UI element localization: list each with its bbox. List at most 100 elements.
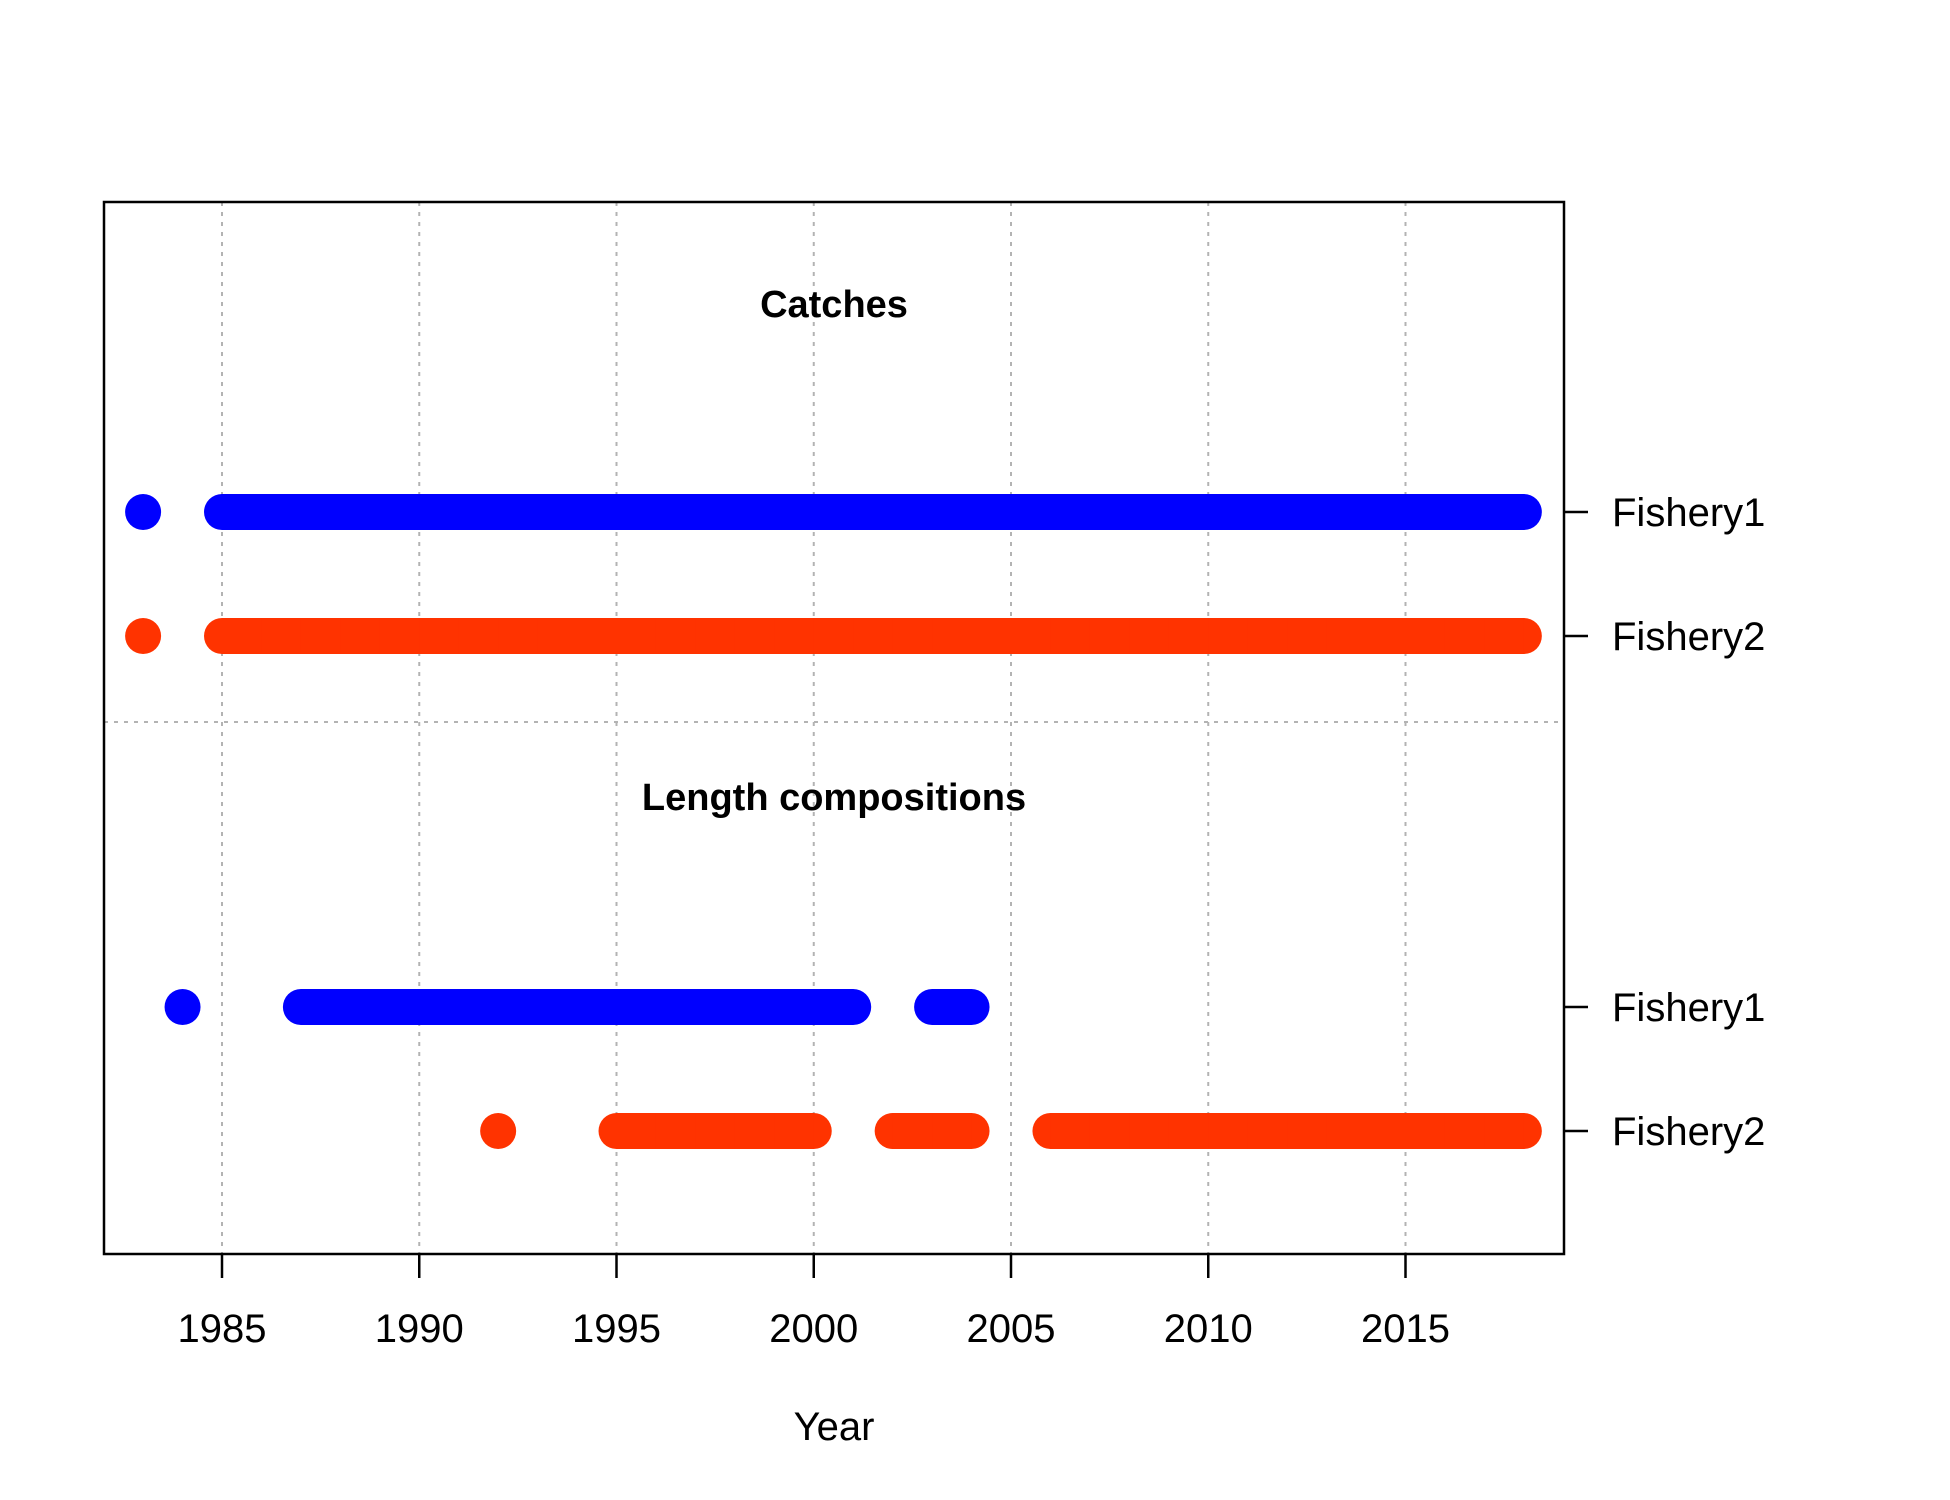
segment-fishery1-2015 [1366,494,1406,530]
section-title-2: Length compositions [642,777,1026,819]
segment-fishery2-2013 [1287,1113,1327,1149]
segment-fishery1-1993 [498,989,538,1025]
x-tick-label-2015: 2015 [1361,1307,1450,1351]
segment-fishery1-1988 [300,494,341,530]
segment-fishery1-1997 [655,989,696,1025]
segment-fishery2-1996 [616,1113,656,1149]
segment-fishery2-1997 [655,618,696,654]
segment-fishery2-2018 [1484,618,1524,654]
segment-fishery2-2015 [1366,618,1406,654]
segment-fishery2-2009 [1129,618,1169,654]
segment-fishery2-2003 [892,1113,933,1149]
segment-fishery2-2008 [1089,618,1130,654]
segment-fishery2-1987 [261,618,301,654]
segment-fishery1-2005 [971,494,1011,530]
point-fishery2-1992 [480,1113,517,1149]
segment-fishery1-1995 [577,989,617,1025]
segment-fishery1-1989 [340,989,380,1025]
segment-fishery1-1996 [616,494,656,530]
segment-fishery2-1989 [340,618,380,654]
segment-fishery1-1987 [261,494,301,530]
x-tick-label-2005: 2005 [967,1307,1056,1351]
segment-fishery1-2016 [1405,494,1445,530]
segment-fishery2-2000 [774,618,814,654]
segment-fishery1-2017 [1444,494,1485,530]
section-title-1: Catches [760,284,908,326]
segment-fishery1-1993 [498,494,538,530]
segment-fishery2-2016 [1405,1113,1445,1149]
segment-fishery2-2011 [1208,618,1248,654]
row-label-fishery1: Fishery1 [1612,491,1765,535]
segment-fishery2-2002 [853,618,893,654]
segment-fishery2-1997 [655,1113,696,1149]
segment-fishery2-1990 [379,618,420,654]
segment-fishery2-1994 [537,618,578,654]
segment-fishery2-1988 [300,618,341,654]
segment-fishery2-2017 [1444,618,1485,654]
segment-fishery2-2004 [932,1113,972,1149]
segment-fishery1-1996 [616,989,656,1025]
section-titles: Catches Length compositions [642,284,1026,819]
segment-fishery1-2003 [892,494,933,530]
segment-fishery1-2004 [932,989,972,1025]
segment-fishery1-1992 [458,989,499,1025]
segment-fishery2-1999 [734,1113,775,1149]
point-fishery1-1984 [164,989,201,1025]
segment-fishery1-2000 [774,494,814,530]
segment-fishery2-2010 [1168,618,1209,654]
segment-fishery1-1994 [537,989,578,1025]
segment-fishery2-1998 [695,1113,735,1149]
segment-fishery2-2001 [813,618,854,654]
segment-fishery1-2011 [1208,494,1248,530]
segment-fishery1-1992 [458,494,499,530]
segment-fishery2-2012 [1247,618,1288,654]
row-labels: Fishery1 Fishery2 Fishery1 Fishery2 [1564,491,1765,1154]
segment-fishery1-2012 [1247,494,1288,530]
segment-fishery2-2016 [1405,618,1445,654]
segment-fishery1-1988 [300,989,341,1025]
segment-fishery2-2013 [1287,618,1327,654]
segment-fishery1-1999 [734,494,775,530]
segment-fishery1-2002 [853,494,893,530]
segment-fishery1-1998 [695,989,735,1025]
segment-fishery1-2009 [1129,494,1169,530]
segment-fishery1-1991 [419,989,459,1025]
segment-fishery1-2006 [1011,494,1051,530]
segment-fishery1-1997 [655,494,696,530]
x-tick-label-1985: 1985 [178,1307,267,1351]
segment-fishery1-2004 [932,494,972,530]
segment-fishery2-1998 [695,618,735,654]
segment-fishery1-1998 [695,494,735,530]
segment-fishery1-1990 [379,989,420,1025]
segment-fishery1-1999 [734,989,775,1025]
x-axis-title: Year [794,1405,875,1449]
x-axis: 1985 1990 1995 2000 2005 2010 2015 [178,1254,1450,1351]
segment-fishery1-2014 [1326,494,1367,530]
data-marks [125,494,1542,1149]
segment-fishery1-2010 [1168,494,1209,530]
segment-fishery1-2000 [774,989,814,1025]
segment-fishery2-2011 [1208,1113,1248,1149]
segment-fishery2-2014 [1326,618,1367,654]
x-tick-label-2000: 2000 [769,1307,858,1351]
segment-fishery2-1995 [577,618,617,654]
segment-fishery1-2018 [1484,494,1524,530]
segment-fishery1-1989 [340,494,380,530]
segment-fishery2-2000 [774,1113,814,1149]
plot-frame [102,200,1566,1256]
segment-fishery2-2004 [932,618,972,654]
segment-fishery2-1993 [498,618,538,654]
segment-fishery2-1986 [222,618,262,654]
segment-fishery2-2017 [1444,1113,1485,1149]
segment-fishery2-2003 [892,618,933,654]
segment-fishery1-2001 [813,989,854,1025]
segment-fishery2-1991 [419,618,459,654]
segment-fishery2-2015 [1366,1113,1406,1149]
segment-fishery2-2005 [971,618,1011,654]
x-tick-label-1995: 1995 [572,1307,661,1351]
gridlines [104,202,1564,1254]
x-tick-label-1990: 1990 [375,1307,464,1351]
segment-fishery1-2001 [813,494,854,530]
segment-fishery2-1996 [616,618,656,654]
